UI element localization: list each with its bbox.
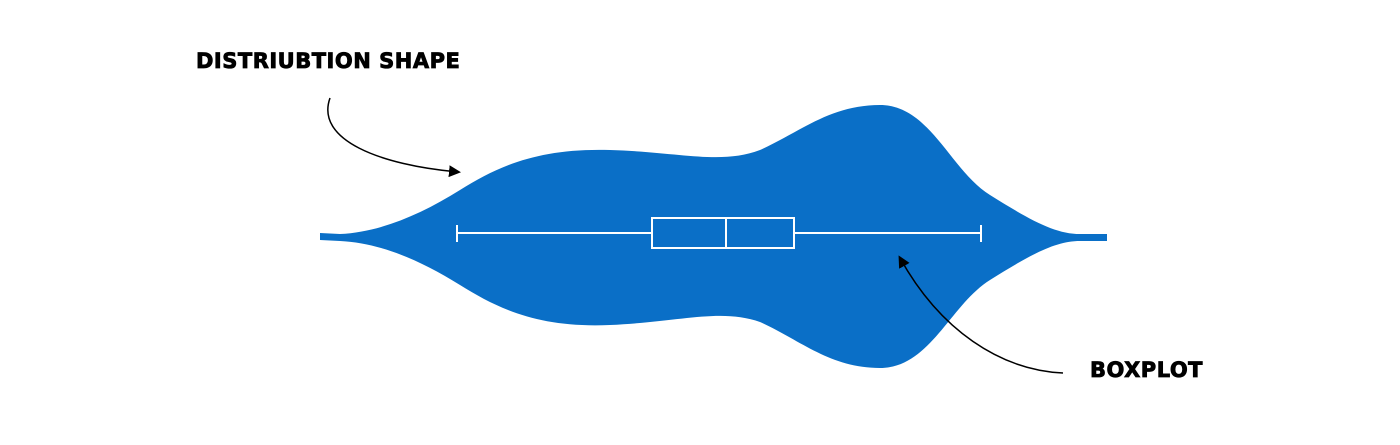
curved-arrow-icon <box>327 97 461 178</box>
distribution-shape-label: DISTRIUBTION SHAPE <box>196 49 461 74</box>
boxplot <box>456 217 982 249</box>
curved-arrow-icon <box>898 255 1064 374</box>
violin-shape <box>320 105 1107 368</box>
boxplot-label: BOXPLOT <box>1090 358 1204 383</box>
